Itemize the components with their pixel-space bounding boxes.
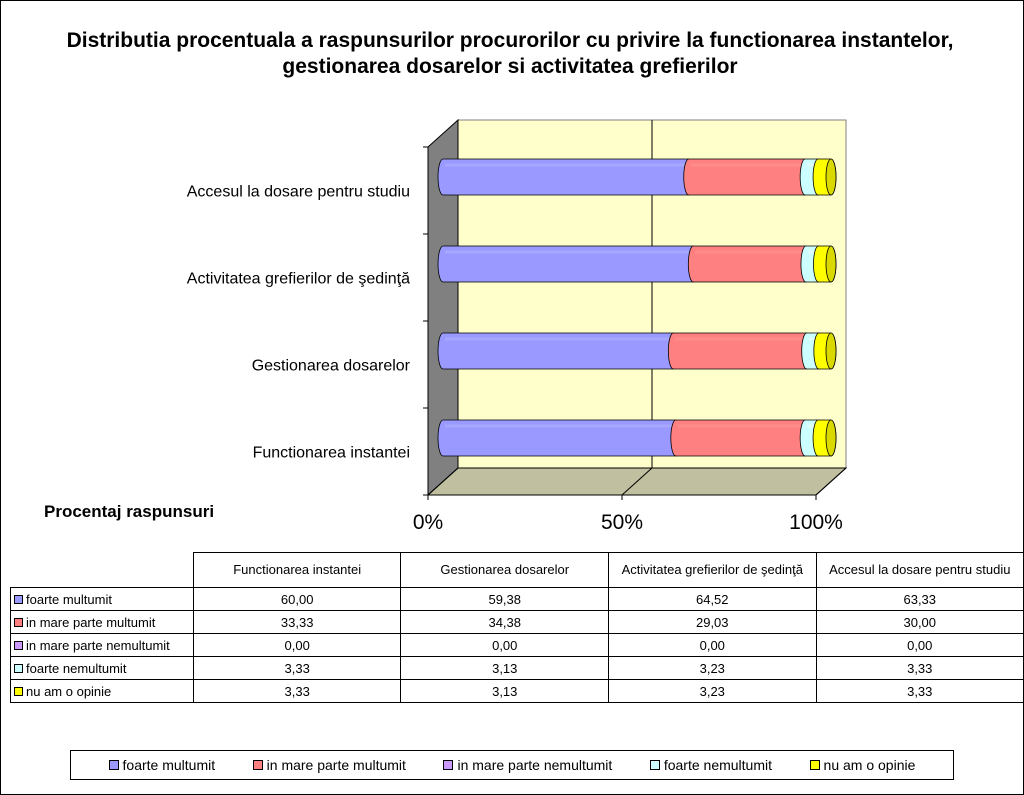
table-cell: 3,13	[400, 656, 610, 680]
x-tick-label: 50%	[601, 511, 643, 534]
x-tick-label: 0%	[413, 511, 443, 534]
table-header-cell: Functionarea instantei	[192, 552, 402, 588]
table-header-row: Functionarea instantei Gestionarea dosar…	[10, 552, 1024, 588]
floor-gridline	[815, 467, 847, 496]
table-cell: 3,33	[815, 679, 1024, 703]
table-cell: 0,00	[192, 633, 402, 657]
table-row: in mare parte multumit 33,33 34,38 29,03 30,…	[10, 610, 1024, 634]
table-cell: 0,00	[815, 633, 1024, 657]
table-row: in mare parte nemultumit 0,00 0,00 0,00 0,00	[10, 633, 1024, 657]
table-row-header: in mare parte nemultumit	[10, 633, 194, 657]
table-row: nu am o opinie 3,33 3,13 3,23 3,33	[10, 679, 1024, 703]
table-cell: 3,13	[400, 679, 610, 703]
legend-swatch	[108, 760, 119, 770]
table-row-header: nu am o opinie	[10, 679, 194, 703]
table-cell: 3,33	[192, 679, 402, 703]
floor-gridline	[621, 467, 653, 496]
series-name: in mare parte nemultumit	[26, 637, 170, 653]
table-cell: 59,38	[400, 587, 610, 611]
table-cell: 3,23	[608, 656, 817, 680]
table-cell: 3,23	[608, 679, 817, 703]
bar-end-cap	[825, 158, 837, 196]
table-body: foarte multumit 60,00 59,38 64,52 63,33 in ma…	[10, 587, 1024, 703]
legend-item: in mare parte nemultumit	[443, 757, 612, 773]
legend-item: in mare parte multumit	[252, 757, 406, 773]
series-name: nu am o opinie	[26, 683, 112, 699]
legend-label: foarte nemultumit	[663, 757, 773, 773]
legend-swatch	[809, 760, 820, 770]
table-cell: 60,00	[192, 587, 402, 611]
legend-item: foarte multumit	[108, 757, 216, 773]
table-row-header: in mare parte multumit	[10, 610, 194, 634]
bar-end-cap	[825, 245, 837, 283]
floor-gridline	[427, 467, 459, 496]
table-header-cell: Accesul la dosare pentru studiu	[815, 552, 1024, 588]
legend-label: foarte multumit	[122, 757, 216, 773]
series-swatch	[14, 617, 23, 627]
table-row: foarte multumit 60,00 59,38 64,52 63,33	[10, 587, 1024, 611]
y-tick-label: Activitatea grefierilor de şedinţă	[187, 271, 410, 288]
series-swatch	[14, 663, 23, 673]
table-row: foarte nemultumit 3,33 3,13 3,23 3,33	[10, 656, 1024, 680]
bar-end-cap	[825, 332, 837, 370]
x-tick-label: 100%	[789, 511, 843, 534]
legend-label: nu am o opinie	[823, 757, 916, 773]
series-swatch	[14, 686, 23, 696]
y-tick-label: Gestionarea dosarelor	[252, 358, 411, 375]
table-cell: 0,00	[608, 633, 817, 657]
table-cell: 63,33	[815, 587, 1024, 611]
legend-item: foarte nemultumit	[649, 757, 773, 773]
table-row-header: foarte multumit	[10, 587, 194, 611]
table-cell: 34,38	[400, 610, 610, 634]
legend-label: in mare parte nemultumit	[457, 757, 613, 773]
chart-title: Distributia procentuala a raspunsurilor …	[66, 29, 954, 78]
table-cell: 33,33	[192, 610, 402, 634]
table-corner	[10, 552, 194, 588]
series-swatch	[14, 640, 23, 650]
bar-end-cap	[825, 419, 837, 457]
legend-swatch	[443, 760, 454, 770]
series-name: foarte multumit	[26, 591, 112, 607]
data-table: Functionarea instantei Gestionarea dosar…	[10, 552, 1024, 703]
legend-swatch	[649, 760, 660, 770]
table-row-header: foarte nemultumit	[10, 656, 194, 680]
table-cell: 3,33	[815, 656, 1024, 680]
table-cell: 3,33	[192, 656, 402, 680]
y-tick-label: Functionarea instantei	[253, 445, 410, 462]
table-cell: 30,00	[815, 610, 1024, 634]
series-name: in mare parte multumit	[26, 614, 156, 630]
series-name: foarte nemultumit	[26, 660, 127, 676]
chart-legend: foarte multumit in mare parte multumit in …	[70, 750, 954, 780]
table-cell: 0,00	[400, 633, 610, 657]
table-header-cell: Gestionarea dosarelor	[400, 552, 610, 588]
series-swatch	[14, 594, 23, 604]
table-header-cell: Activitatea grefierilor de şedinţă	[608, 552, 817, 588]
legend-swatch	[252, 760, 263, 770]
legend-item: nu am o opinie	[809, 757, 916, 773]
table-cell: 29,03	[608, 610, 817, 634]
y-tick-label: Accesul la dosare pentru studiu	[187, 184, 410, 201]
table-cell: 64,52	[608, 587, 817, 611]
legend-label: in mare parte multumit	[266, 757, 406, 773]
chart-plot: 0% 50% 100% Functionarea instantei Gestionar…	[187, 118, 848, 534]
x-axis-label: Procentaj raspunsuri	[44, 502, 215, 521]
